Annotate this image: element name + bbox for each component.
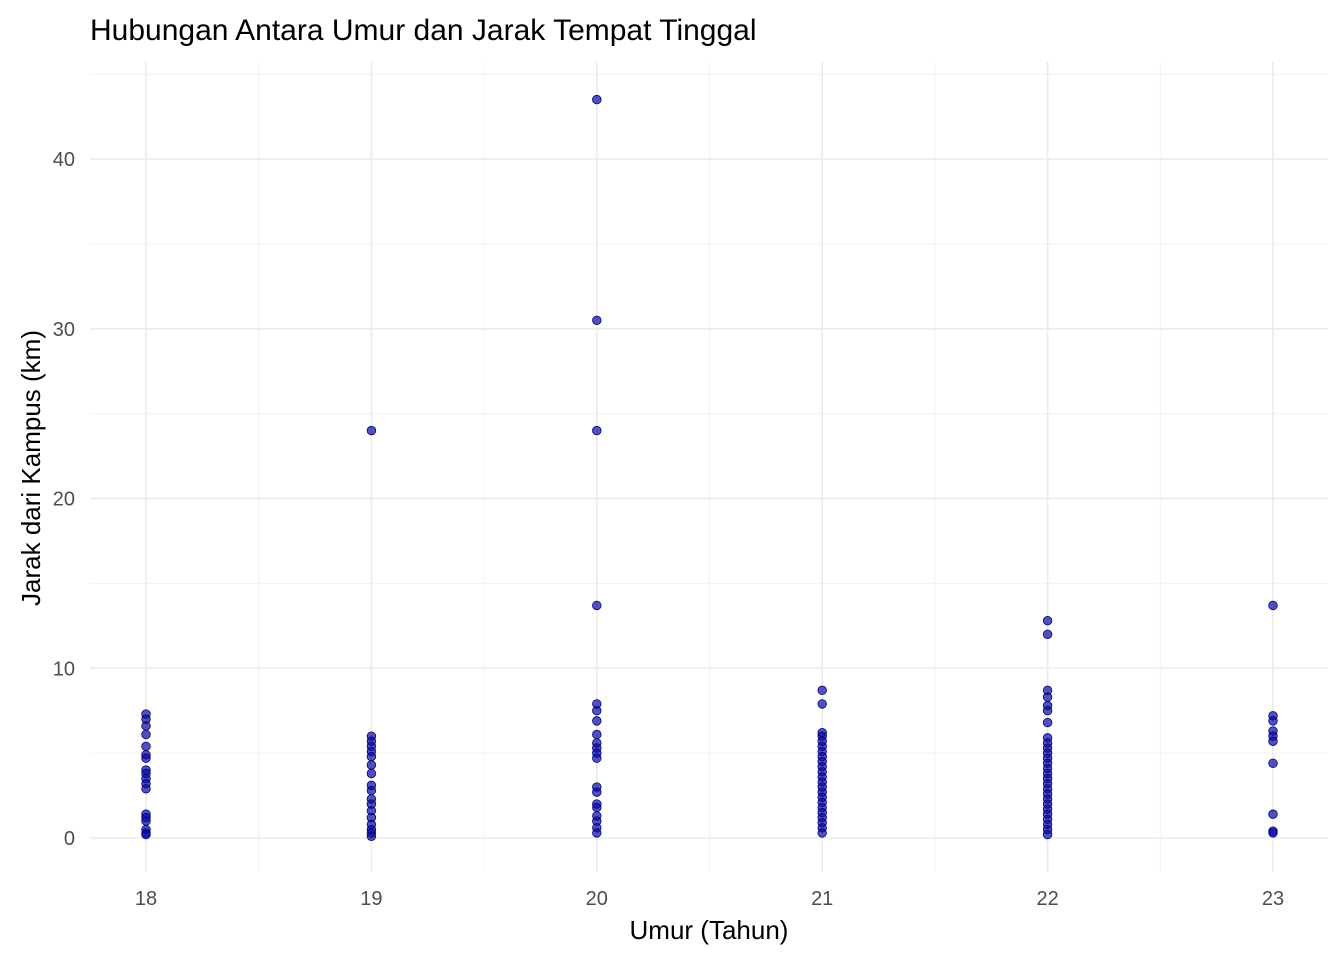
data-point (592, 705, 602, 716)
chart-title: Hubungan Antara Umur dan Jarak Tempat Ti… (90, 14, 757, 47)
x-tick-label: 22 (1036, 888, 1058, 910)
x-tick-label: 18 (135, 888, 157, 910)
data-point (1268, 716, 1278, 726)
data-point (592, 753, 602, 763)
data-point (366, 785, 377, 796)
data-point (141, 741, 151, 752)
data-point (1268, 758, 1278, 769)
data-point (1042, 717, 1053, 728)
data-point (1042, 705, 1053, 716)
minor-gridlines (90, 62, 1328, 872)
x-tick-label: 20 (586, 888, 608, 910)
data-point (366, 768, 377, 779)
data-point (592, 425, 602, 436)
data-point (592, 729, 602, 740)
data-point (141, 721, 151, 731)
y-tick-label: 0 (64, 828, 75, 850)
data-point (1042, 829, 1053, 840)
data-point (141, 784, 151, 794)
y-tick-label: 10 (53, 658, 75, 680)
data-point (366, 831, 377, 842)
y-tick-label: 20 (53, 489, 75, 511)
y-tick-label: 30 (53, 319, 75, 341)
data-point (1268, 809, 1278, 819)
data-point (817, 699, 827, 709)
data-point (592, 802, 602, 813)
data-point (141, 753, 151, 763)
x-axis-ticks: 18 19 20 21 22 23 (135, 888, 1284, 910)
y-axis-title: Jarak dari Kampus (km) (16, 330, 46, 606)
data-point (592, 828, 602, 838)
data-point (366, 425, 377, 436)
data-point (141, 816, 151, 826)
y-axis-ticks: 0 10 20 30 40 (53, 149, 75, 850)
data-point (1042, 616, 1053, 626)
data-points (141, 94, 1278, 842)
data-point (817, 685, 827, 696)
data-point (592, 315, 602, 325)
data-point (1268, 600, 1278, 611)
x-tick-label: 21 (811, 888, 833, 910)
data-point (592, 787, 602, 797)
data-point (1042, 692, 1053, 702)
y-tick-label: 40 (53, 149, 75, 171)
data-point (1268, 828, 1278, 838)
data-point (366, 751, 377, 762)
x-tick-label: 19 (360, 888, 382, 910)
data-point (817, 828, 827, 838)
data-point (366, 760, 377, 770)
data-point (1268, 736, 1278, 746)
x-tick-label: 23 (1262, 888, 1284, 910)
data-point (141, 829, 151, 840)
x-axis-title: Umur (Tahun) (630, 915, 789, 945)
data-point (592, 716, 602, 726)
data-point (141, 729, 151, 740)
data-point (1042, 629, 1053, 640)
data-point (592, 600, 602, 611)
data-point (592, 94, 602, 105)
